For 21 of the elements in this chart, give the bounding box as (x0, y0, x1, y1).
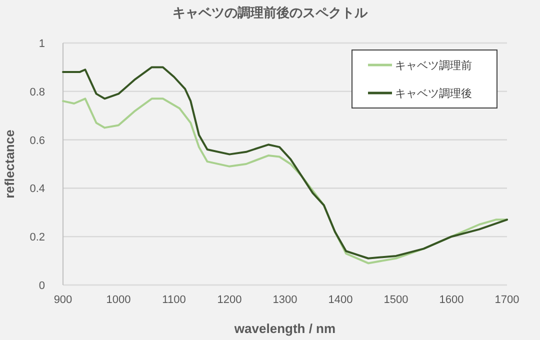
x-tick-label: 1000 (106, 294, 131, 306)
y-tick-label: 0.6 (30, 134, 45, 147)
x-tick-label: 1200 (217, 294, 242, 306)
legend-label: キャベツ調理後 (395, 87, 472, 100)
x-tick-label: 1600 (439, 294, 464, 306)
y-tick-label: 0 (38, 280, 45, 292)
x-tick-label: 1700 (494, 294, 520, 306)
legend-label: キャベツ調理前 (395, 59, 472, 72)
y-tick-label: 0.2 (30, 232, 45, 244)
y-tick-label: 1 (38, 38, 45, 50)
y-tick-label: 0.4 (30, 183, 45, 196)
x-axis-title: wavelength / nm (233, 321, 336, 336)
x-tick-label: 1500 (384, 294, 408, 306)
x-tick-label: 1400 (328, 294, 353, 306)
y-axis-title: reflectance (2, 130, 17, 198)
x-tick-label: 1300 (272, 294, 298, 306)
x-tick-label: 1100 (162, 294, 186, 306)
line-series (62, 98, 508, 264)
chart-title: キャベツの調理前後のスペクトル (172, 5, 368, 20)
y-tick-label: 0.8 (30, 86, 45, 98)
x-tick-label: 900 (54, 294, 72, 306)
